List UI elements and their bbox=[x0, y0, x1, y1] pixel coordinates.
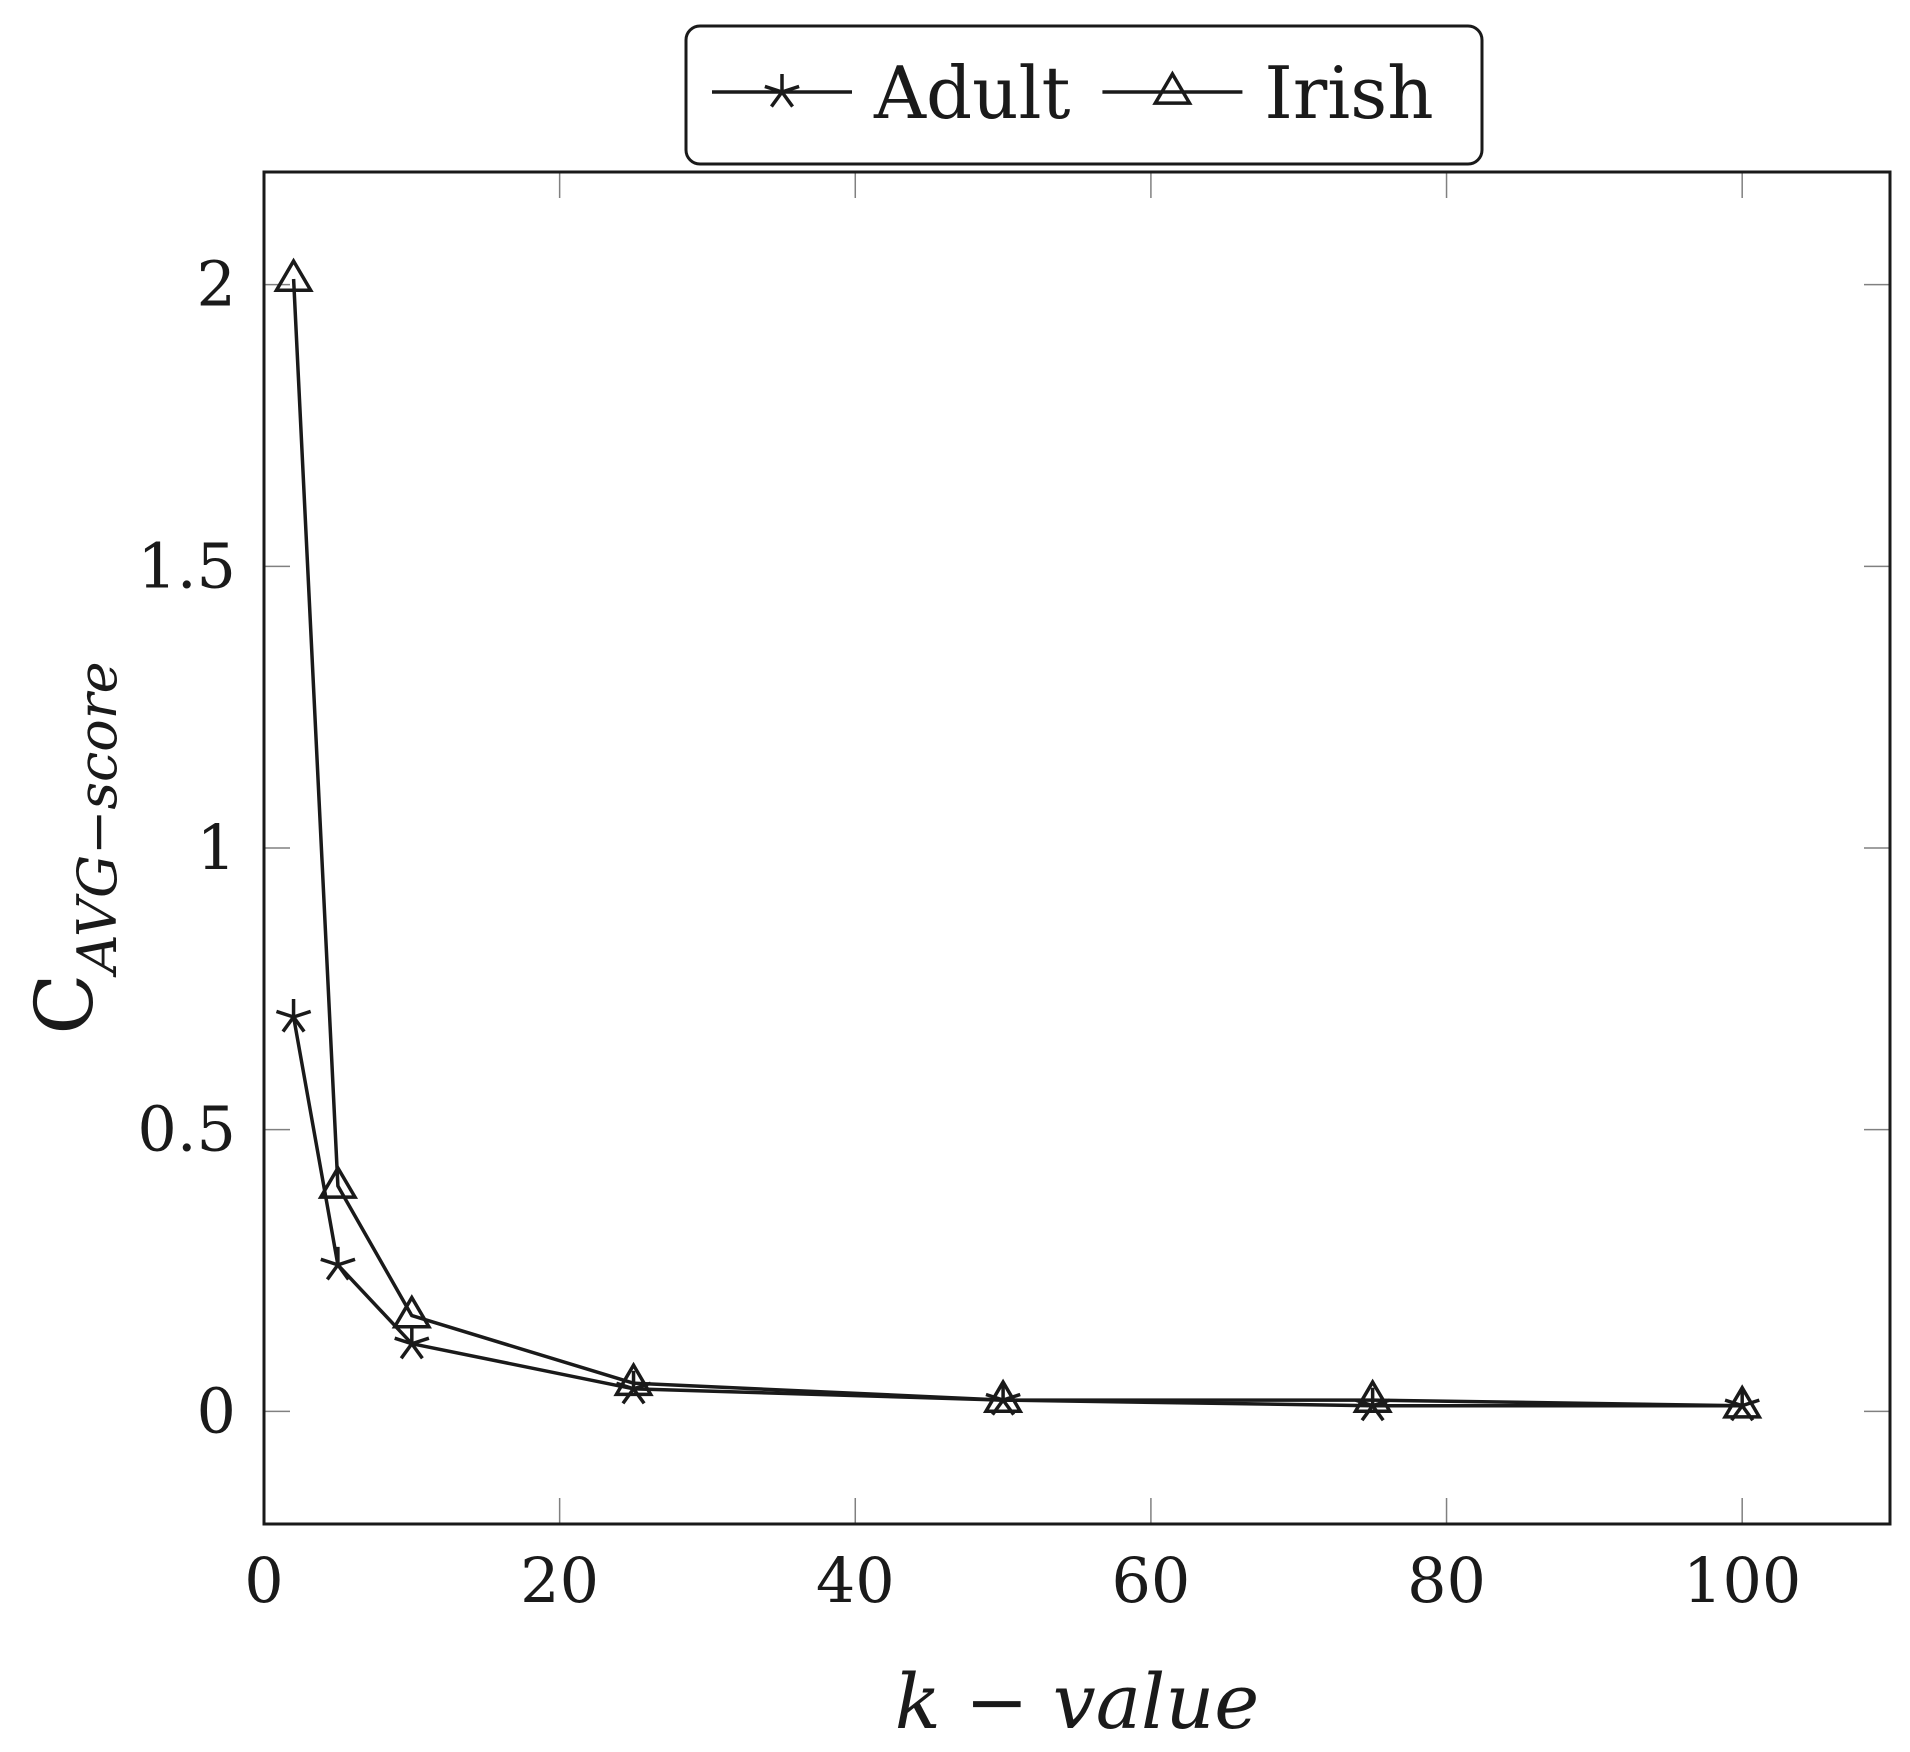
legend-marker-irish bbox=[1152, 70, 1193, 105]
y-tick-label: 0.5 bbox=[137, 1093, 236, 1166]
legend-box bbox=[684, 24, 1484, 166]
data-point-irish bbox=[1352, 1378, 1393, 1413]
y-axis-label: CAVG−score bbox=[18, 661, 129, 1034]
data-series bbox=[273, 257, 1763, 1422]
x-tick-label: 80 bbox=[1407, 1544, 1486, 1617]
axis-ticks bbox=[263, 172, 1890, 1524]
legend-marker-adult bbox=[764, 74, 800, 108]
x-tick-label: 60 bbox=[1111, 1544, 1190, 1617]
data-point-irish bbox=[982, 1378, 1024, 1413]
x-tick-label: 20 bbox=[520, 1544, 599, 1617]
data-point-irish bbox=[613, 1361, 654, 1397]
legend-item-adult: Adult bbox=[712, 51, 1070, 135]
data-point-adult bbox=[394, 1325, 430, 1360]
legend-label-irish: Irish bbox=[1264, 51, 1433, 135]
y-axis-label-subscript: AVG−score bbox=[66, 661, 129, 978]
y-tick-label: 2 bbox=[197, 248, 236, 321]
data-point-adult bbox=[275, 999, 312, 1033]
x-axis-label: k − value bbox=[895, 1657, 1260, 1746]
y-tick-label: 0 bbox=[197, 1374, 236, 1447]
series-line-irish bbox=[291, 278, 1743, 1408]
data-point-adult bbox=[320, 1246, 356, 1281]
y-axis-label-main: C bbox=[18, 973, 111, 1034]
series-irish bbox=[273, 257, 1763, 1419]
x-tick-label: 0 bbox=[244, 1544, 283, 1617]
y-tick-label: 1.5 bbox=[137, 529, 236, 602]
legend-item-irish: Irish bbox=[1102, 51, 1434, 135]
data-point-irish bbox=[273, 257, 314, 292]
x-tick-label: 40 bbox=[816, 1544, 895, 1617]
plot-area-frame bbox=[262, 170, 1892, 1526]
data-point-irish bbox=[391, 1294, 432, 1329]
y-tick-label: 1 bbox=[197, 811, 236, 884]
tick-labels: 0 20 40 60 80 100 0 0.5 1 1.5 2 bbox=[137, 248, 1801, 1617]
data-point-irish bbox=[1722, 1384, 1763, 1419]
legend-label-adult: Adult bbox=[873, 51, 1070, 135]
legend: Adult Irish bbox=[684, 24, 1484, 166]
data-point-adult bbox=[615, 1370, 652, 1405]
data-point-irish bbox=[317, 1164, 359, 1199]
series-adult bbox=[275, 999, 1760, 1422]
x-tick-label: 100 bbox=[1683, 1544, 1801, 1617]
